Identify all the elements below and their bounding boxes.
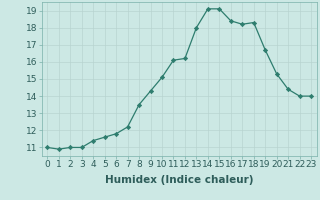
X-axis label: Humidex (Indice chaleur): Humidex (Indice chaleur) — [105, 175, 253, 185]
